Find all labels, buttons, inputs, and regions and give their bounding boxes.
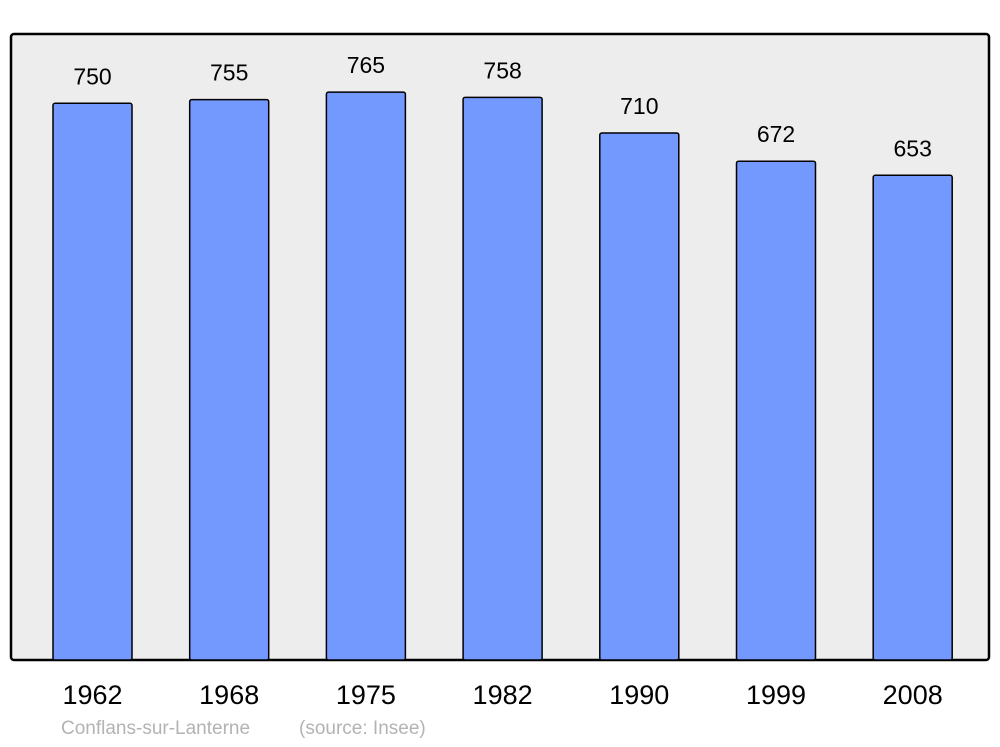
data-label: 710	[620, 93, 658, 119]
x-tick-label: 1982	[473, 680, 533, 710]
data-label: 765	[347, 52, 385, 78]
bar-1962	[52, 102, 133, 661]
data-label: 750	[73, 63, 111, 89]
x-tick-label: 1999	[746, 680, 806, 710]
place-caption: Conflans-sur-Lanterne	[61, 718, 251, 739]
data-label: 672	[757, 121, 795, 147]
data-label: 755	[210, 60, 248, 86]
bar-1999	[735, 160, 817, 661]
x-tick-label: 1975	[336, 680, 396, 710]
bar-1982	[462, 96, 543, 661]
data-label: 758	[483, 57, 521, 83]
x-tick-label: 1968	[199, 680, 259, 710]
bar-1968	[188, 98, 270, 661]
x-tick-label: 2008	[883, 680, 943, 710]
x-tick-label: 1990	[609, 680, 669, 710]
bar-2008	[872, 174, 953, 661]
x-tick-label: 1962	[62, 680, 122, 710]
data-label: 653	[894, 135, 932, 161]
bar-1990	[599, 132, 680, 661]
source-caption: (source: Insee)	[299, 718, 426, 739]
bar-1975	[325, 91, 407, 661]
